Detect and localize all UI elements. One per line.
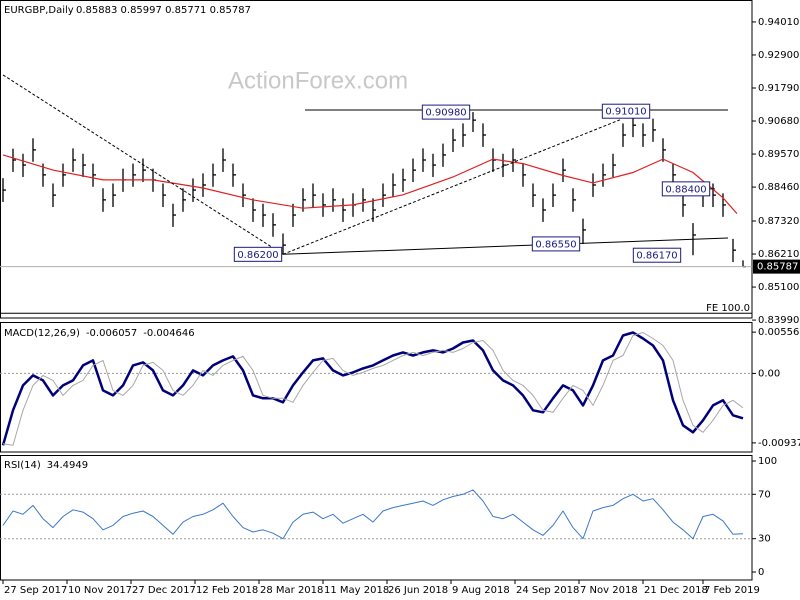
indicator-value: 34.4949 [47, 460, 88, 471]
indicator-title: RSI(14) [4, 460, 41, 471]
level-box [632, 247, 682, 263]
y-tick-label: 0.88460 [758, 182, 799, 193]
indicator-line [2, 489, 744, 540]
y-tick-label: 0.89570 [758, 149, 799, 160]
y-tick-label: 0.85100 [758, 282, 799, 293]
x-tick-label: 28 Mar 2018 [260, 585, 323, 596]
level-label: 0.90980 [425, 108, 466, 119]
y-tick-label: 0.86210 [758, 249, 799, 260]
x-tick-label: 21 Dec 2018 [644, 585, 708, 596]
price-panel [0, 0, 753, 319]
y-tick-label: 0 [758, 567, 764, 578]
indicator-line [1, 331, 744, 446]
y-tick-label: 0.005567 [758, 327, 800, 338]
current-price-box [753, 259, 800, 274]
x-tick-label: 10 Nov 2017 [68, 585, 132, 596]
macd-panel [0, 322, 753, 453]
fe-label: FE 100.0 [706, 303, 750, 314]
y-tick-label: 0.92900 [758, 50, 799, 61]
chart-title: EURGBP,Daily [4, 5, 74, 16]
y-tick-label: -0.00937 [758, 438, 800, 449]
y-tick-label: 0.91790 [758, 83, 799, 94]
x-tick-label: 11 May 2018 [324, 585, 389, 596]
watermark: ActionForex.com [228, 67, 408, 94]
level-label: 0.88400 [665, 184, 706, 195]
y-tick-label: 70 [758, 489, 771, 500]
level-box [661, 181, 711, 197]
level-label: 0.86550 [535, 239, 576, 250]
indicator-value: -0.004646 [143, 328, 194, 339]
indicator-title: MACD(12,26,9) [4, 328, 80, 339]
level-box [233, 246, 283, 262]
x-tick-label: 26 Jun 2018 [388, 585, 448, 596]
level-box [601, 103, 651, 119]
y-tick-label: 0.90680 [758, 116, 799, 127]
level-label: 0.91010 [605, 107, 646, 118]
indicator-line [2, 332, 744, 446]
x-tick-label: 7 Feb 2019 [704, 585, 760, 596]
y-tick-label: 0.94010 [758, 17, 799, 28]
moving-average [2, 154, 738, 214]
x-tick-label: 27 Dec 2017 [132, 585, 196, 596]
x-tick-label: 9 Aug 2018 [452, 585, 510, 596]
y-tick-label: 100 [758, 456, 777, 467]
quote: 0.85883 0.85997 0.85771 0.85787 [76, 5, 251, 16]
level-box [421, 104, 471, 120]
trendline [282, 237, 729, 255]
trendline [282, 119, 621, 255]
level-label: 0.86200 [237, 250, 278, 261]
x-tick-label: 7 Nov 2018 [580, 585, 638, 596]
trendline [2, 74, 284, 255]
x-tick-label: 12 Feb 2018 [196, 585, 258, 596]
level-box [531, 236, 581, 252]
y-tick-label: 0.00 [758, 368, 780, 379]
x-tick-label: 24 Sep 2018 [516, 585, 579, 596]
x-tick-label: 27 Sep 2017 [4, 585, 67, 596]
y-tick-label: 0.87320 [758, 216, 799, 227]
y-tick-label: 30 [758, 534, 771, 545]
y-tick-label: 0.83990 [758, 315, 799, 326]
indicator-value: -0.006057 [86, 328, 137, 339]
rsi-panel [0, 455, 753, 581]
current-price-label: 0.85787 [757, 262, 798, 273]
level-label: 0.86170 [636, 251, 677, 262]
